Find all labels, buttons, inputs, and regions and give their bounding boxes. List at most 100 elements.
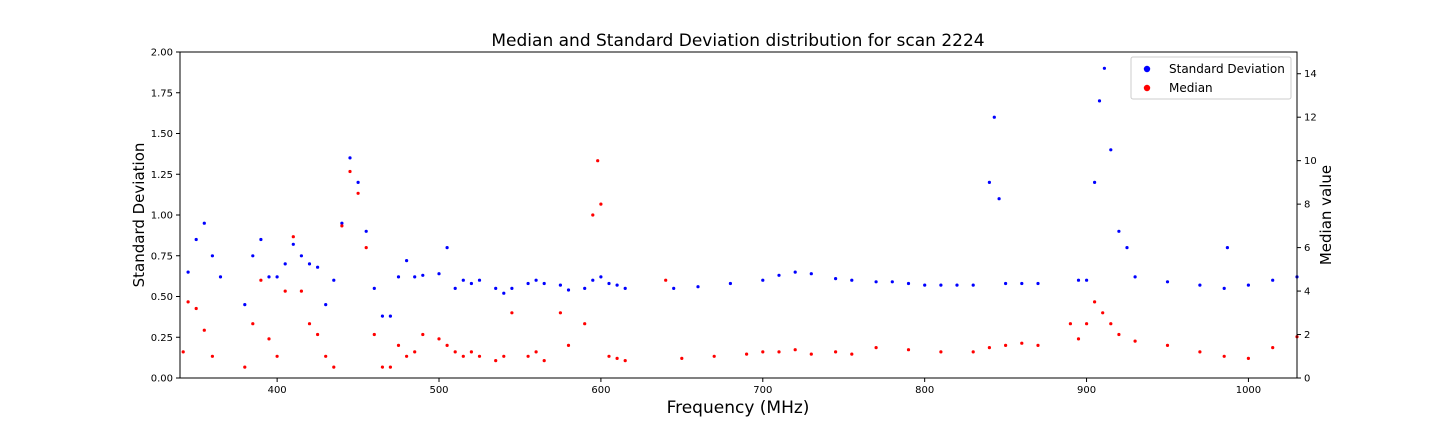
median-point bbox=[477, 354, 482, 358]
std-point bbox=[890, 280, 894, 284]
median-point bbox=[396, 343, 401, 347]
std-point bbox=[1036, 281, 1040, 286]
std-point bbox=[332, 278, 336, 282]
std-point bbox=[461, 278, 465, 282]
median-point bbox=[1222, 354, 1226, 358]
median-point bbox=[502, 354, 506, 358]
std-point bbox=[453, 286, 457, 290]
std-point bbox=[469, 281, 473, 286]
left-y-axis-ticks: 0.00 0.25 0.50 0.75 1.00 1.25 1.50 1.75 2.00 bbox=[151, 48, 180, 385]
median-point bbox=[186, 300, 190, 304]
std-point bbox=[413, 275, 417, 279]
std-point bbox=[1097, 99, 1102, 103]
std-point bbox=[1133, 275, 1137, 279]
median-point bbox=[850, 352, 854, 356]
std-point bbox=[971, 283, 975, 287]
std-point bbox=[534, 278, 538, 282]
std-point bbox=[316, 265, 320, 269]
median-point bbox=[210, 354, 214, 358]
std-point bbox=[388, 314, 392, 318]
std-point bbox=[566, 288, 571, 292]
std-point bbox=[793, 270, 797, 274]
legend-std-label: Standard Deviation bbox=[1169, 62, 1285, 76]
x-tick-label: 600 bbox=[591, 385, 610, 396]
median-point bbox=[372, 332, 376, 337]
std-point bbox=[1076, 278, 1081, 282]
median-point bbox=[275, 354, 279, 358]
left-y-tick-label: 0.50 bbox=[151, 292, 173, 303]
legend-std-marker bbox=[1143, 65, 1151, 73]
std-point bbox=[202, 221, 206, 225]
std-point bbox=[615, 283, 619, 287]
left-y-axis-label: Standard Deviation bbox=[130, 143, 148, 288]
x-tick-label: 500 bbox=[429, 385, 448, 396]
median-point bbox=[712, 354, 716, 358]
left-y-tick-label: 0.75 bbox=[151, 251, 173, 262]
median-point bbox=[793, 348, 797, 352]
median-point bbox=[243, 365, 247, 369]
median-point bbox=[461, 354, 465, 358]
std-point bbox=[340, 221, 344, 225]
std-point bbox=[591, 278, 595, 282]
median-point bbox=[1076, 337, 1081, 341]
std-point bbox=[526, 281, 530, 286]
std-point bbox=[607, 281, 611, 286]
std-point bbox=[494, 286, 498, 290]
std-point bbox=[1271, 278, 1275, 282]
plot-frame bbox=[179, 51, 1298, 379]
std-point bbox=[834, 277, 838, 281]
median-point bbox=[761, 350, 765, 354]
median-point bbox=[348, 169, 352, 174]
std-point bbox=[923, 283, 927, 287]
std-point bbox=[623, 286, 627, 290]
std-point bbox=[777, 273, 781, 277]
std-point bbox=[307, 262, 312, 266]
median-point bbox=[542, 359, 546, 363]
left-y-tick-label: 1.50 bbox=[151, 129, 173, 140]
median-point bbox=[591, 213, 595, 217]
std-point bbox=[502, 291, 506, 295]
median-point bbox=[596, 159, 600, 163]
median-point bbox=[1020, 341, 1024, 345]
median-series-marks bbox=[181, 159, 1299, 369]
median-point bbox=[987, 346, 992, 350]
std-point bbox=[405, 259, 409, 263]
median-point bbox=[291, 235, 295, 239]
median-point bbox=[316, 332, 320, 337]
std-point bbox=[542, 281, 546, 286]
std-point bbox=[761, 278, 765, 282]
median-point bbox=[745, 352, 749, 356]
std-point bbox=[583, 286, 587, 290]
median-point bbox=[380, 365, 384, 369]
median-point bbox=[510, 311, 514, 315]
std-point bbox=[1165, 280, 1170, 284]
median-point bbox=[181, 350, 185, 354]
median-point bbox=[680, 356, 684, 360]
median-point bbox=[939, 350, 943, 354]
std-point bbox=[939, 283, 943, 287]
x-axis-ticks: 400 500 600 700 800 900 1000 bbox=[268, 378, 1261, 396]
x-tick-label: 400 bbox=[268, 385, 287, 396]
std-point bbox=[380, 314, 384, 318]
std-point bbox=[728, 281, 733, 286]
std-point bbox=[445, 246, 449, 250]
right-y-tick-label: 0 bbox=[1304, 374, 1310, 385]
median-point bbox=[1036, 343, 1040, 347]
median-point bbox=[1085, 322, 1089, 326]
median-point bbox=[437, 337, 441, 341]
median-point bbox=[615, 356, 619, 360]
std-point bbox=[275, 275, 279, 279]
std-point bbox=[364, 229, 368, 233]
median-point bbox=[299, 289, 303, 293]
median-point bbox=[558, 311, 563, 315]
median-point bbox=[1101, 311, 1105, 315]
std-point bbox=[259, 237, 263, 242]
median-point bbox=[1109, 322, 1113, 326]
x-tick-label: 800 bbox=[915, 385, 934, 396]
legend-median-label: Median bbox=[1169, 81, 1213, 95]
std-point bbox=[1117, 229, 1121, 233]
std-point bbox=[372, 286, 376, 290]
median-point bbox=[1198, 350, 1202, 354]
legend-box bbox=[1130, 56, 1292, 100]
